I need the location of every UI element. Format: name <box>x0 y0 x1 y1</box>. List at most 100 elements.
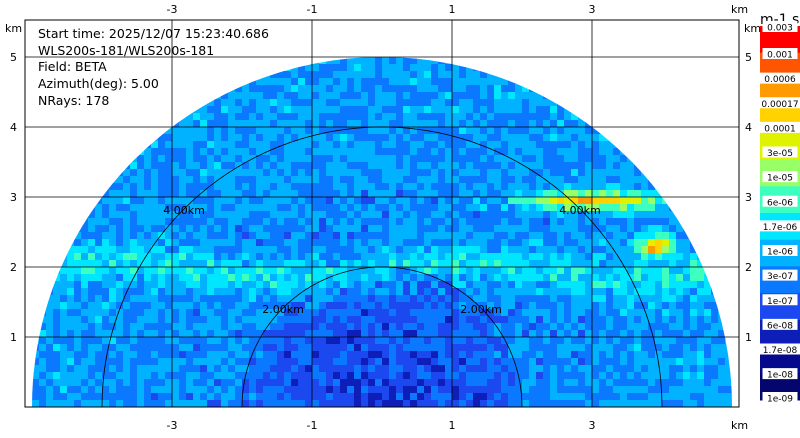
field-cell <box>718 400 726 407</box>
field-cell <box>67 372 75 380</box>
field-cell <box>186 176 194 184</box>
field-cell <box>592 246 600 254</box>
field-cell <box>123 204 131 212</box>
field-cell <box>683 260 691 268</box>
field-cell <box>354 365 362 373</box>
field-cell <box>375 162 383 170</box>
field-cell <box>277 246 285 254</box>
field-cell <box>270 400 278 407</box>
field-cell <box>88 337 96 345</box>
field-cell <box>186 260 194 268</box>
field-cell <box>242 358 250 366</box>
field-cell <box>109 253 117 261</box>
field-cell <box>459 323 467 331</box>
field-cell <box>655 274 663 282</box>
field-cell <box>494 120 502 128</box>
field-cell <box>81 253 89 261</box>
field-cell <box>109 302 117 310</box>
field-cell <box>354 169 362 177</box>
field-cell <box>277 197 285 205</box>
field-cell <box>53 274 61 282</box>
field-cell <box>326 190 334 198</box>
field-cell <box>235 225 243 233</box>
field-cell <box>466 337 474 345</box>
field-cell <box>221 92 229 100</box>
field-cell <box>361 71 369 79</box>
field-cell <box>704 260 712 268</box>
field-cell <box>291 218 299 226</box>
field-cell <box>340 393 348 401</box>
field-cell <box>123 344 131 352</box>
field-cell <box>501 127 509 135</box>
field-cell <box>60 372 68 380</box>
field-cell <box>382 204 390 212</box>
field-cell <box>578 358 586 366</box>
field-cell <box>459 169 467 177</box>
field-cell <box>382 57 390 65</box>
field-cell <box>263 288 271 296</box>
field-cell <box>452 358 460 366</box>
field-cell <box>396 92 404 100</box>
field-cell <box>81 351 89 359</box>
field-cell <box>501 148 509 156</box>
field-cell <box>669 316 677 324</box>
field-cell <box>466 358 474 366</box>
field-cell <box>690 274 698 282</box>
field-cell <box>690 309 698 317</box>
field-cell <box>228 134 236 142</box>
field-cell <box>599 267 607 275</box>
field-cell <box>543 316 551 324</box>
field-cell <box>116 323 124 331</box>
field-cell <box>270 204 278 212</box>
field-cell <box>480 316 488 324</box>
field-cell <box>228 267 236 275</box>
field-cell <box>480 288 488 296</box>
field-cell <box>417 197 425 205</box>
field-cell <box>410 183 418 191</box>
field-cell <box>459 302 467 310</box>
field-cell <box>130 197 138 205</box>
field-cell <box>396 337 404 345</box>
field-cell <box>466 127 474 135</box>
field-cell <box>522 232 530 240</box>
colorbar-label-bg <box>762 269 798 281</box>
field-cell <box>60 344 68 352</box>
field-cell <box>480 183 488 191</box>
field-cell <box>480 141 488 149</box>
field-cell <box>522 113 530 121</box>
field-cell <box>179 169 187 177</box>
field-cell <box>529 344 537 352</box>
field-cell <box>102 295 110 303</box>
field-cell <box>641 386 649 394</box>
field-cell <box>186 162 194 170</box>
field-cell <box>550 211 558 219</box>
field-cell <box>361 204 369 212</box>
field-cell <box>179 162 187 170</box>
field-cell <box>403 246 411 254</box>
field-cell <box>403 379 411 387</box>
field-cell <box>368 260 376 268</box>
field-cell <box>515 400 523 407</box>
field-cell <box>137 246 145 254</box>
field-cell <box>277 316 285 324</box>
field-cell <box>179 288 187 296</box>
field-cell <box>627 365 635 373</box>
field-cell <box>193 316 201 324</box>
field-cell <box>228 323 236 331</box>
field-cell <box>697 323 705 331</box>
field-cell <box>592 218 600 226</box>
field-cell <box>634 155 642 163</box>
field-cell <box>270 246 278 254</box>
field-cell <box>627 323 635 331</box>
field-cell <box>60 260 68 268</box>
field-cell <box>186 337 194 345</box>
field-cell <box>424 246 432 254</box>
field-cell <box>186 295 194 303</box>
field-cell <box>466 323 474 331</box>
field-cell <box>501 386 509 394</box>
field-cell <box>228 344 236 352</box>
field-cell <box>452 218 460 226</box>
field-cell <box>326 134 334 142</box>
field-cell <box>354 386 362 394</box>
field-cell <box>242 141 250 149</box>
